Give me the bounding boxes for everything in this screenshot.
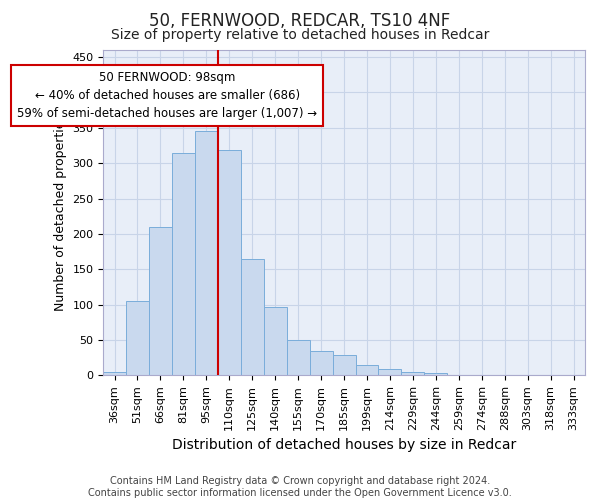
Bar: [241, 258, 264, 376]
Bar: [126, 301, 149, 376]
Text: 50 FERNWOOD: 98sqm
← 40% of detached houses are smaller (686)
59% of semi-detach: 50 FERNWOOD: 98sqm ← 40% of detached hou…: [17, 71, 317, 120]
Bar: [172, 152, 195, 376]
Bar: [287, 340, 310, 376]
Bar: [195, 132, 218, 376]
Bar: [149, 227, 172, 376]
Text: 50, FERNWOOD, REDCAR, TS10 4NF: 50, FERNWOOD, REDCAR, TS10 4NF: [149, 12, 451, 30]
X-axis label: Distribution of detached houses by size in Redcar: Distribution of detached houses by size …: [172, 438, 516, 452]
Bar: [103, 372, 126, 376]
Text: Size of property relative to detached houses in Redcar: Size of property relative to detached ho…: [111, 28, 489, 42]
Bar: [218, 150, 241, 376]
Bar: [401, 372, 424, 376]
Bar: [310, 350, 332, 376]
Text: Contains HM Land Registry data © Crown copyright and database right 2024.
Contai: Contains HM Land Registry data © Crown c…: [88, 476, 512, 498]
Y-axis label: Number of detached properties: Number of detached properties: [53, 114, 67, 311]
Bar: [379, 369, 401, 376]
Bar: [448, 374, 470, 376]
Bar: [356, 364, 379, 376]
Bar: [424, 373, 448, 376]
Bar: [332, 355, 356, 376]
Bar: [264, 306, 287, 376]
Bar: [470, 374, 493, 376]
